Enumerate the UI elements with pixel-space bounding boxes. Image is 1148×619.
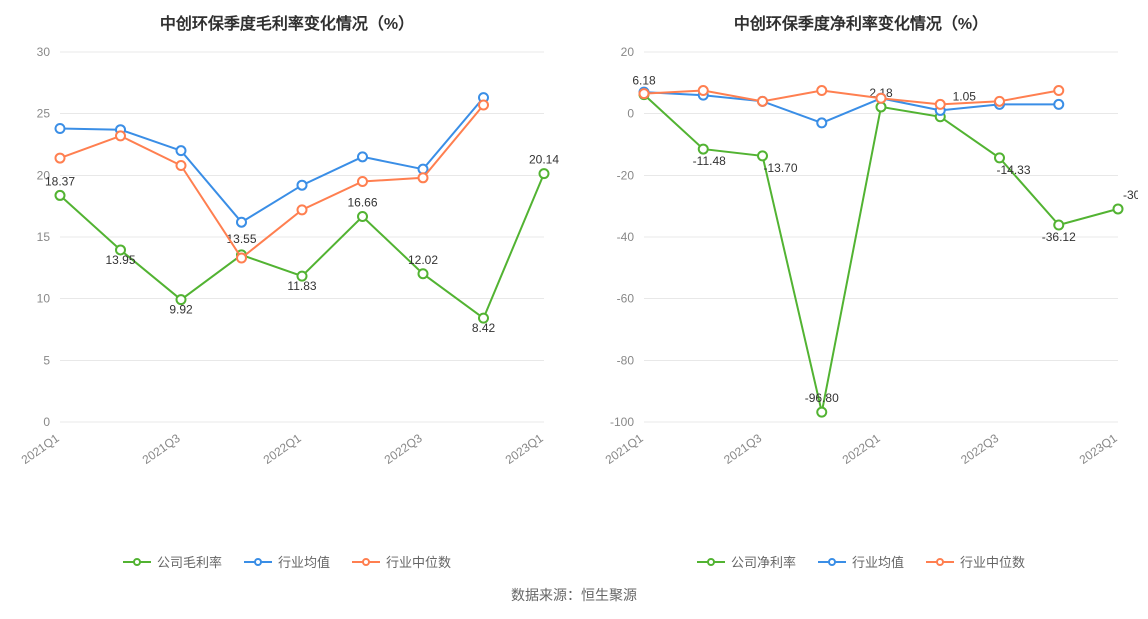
- svg-text:2021Q1: 2021Q1: [19, 431, 62, 467]
- chart-left-plot: 0510152025302021Q12021Q32022Q12022Q32023…: [10, 42, 564, 538]
- chart-right-svg: -100 -80 -60 -40 -20 0 20 2021Q1 2021Q3 2022Q1 202…: [584, 42, 1138, 482]
- legend-swatch: [697, 556, 725, 568]
- legend-label: 公司毛利率: [157, 552, 222, 571]
- svg-text:-80: -80: [617, 353, 635, 367]
- legend-label: 行业中位数: [960, 552, 1025, 571]
- chart-right: 中创环保季度净利率变化情况（%） -100 -80 -60 -40 -20 0 20 2021…: [574, 0, 1148, 579]
- chart-left-legend: 公司毛利率 行业均值 行业中位数: [10, 538, 564, 579]
- legend-item-median: 行业中位数: [926, 552, 1025, 571]
- svg-text:-13.70: -13.70: [763, 161, 797, 175]
- svg-text:2022Q3: 2022Q3: [382, 431, 425, 467]
- svg-text:16.66: 16.66: [347, 196, 377, 210]
- svg-text:15: 15: [37, 230, 51, 244]
- legend-swatch: [352, 556, 380, 568]
- svg-text:2021Q1: 2021Q1: [603, 431, 646, 467]
- svg-text:2022Q1: 2022Q1: [840, 431, 883, 467]
- svg-text:-11.48: -11.48: [693, 154, 726, 168]
- legend-item-company: 公司毛利率: [123, 552, 222, 571]
- svg-text:2021Q3: 2021Q3: [721, 431, 764, 467]
- svg-text:2021Q3: 2021Q3: [140, 431, 183, 467]
- svg-text:6.18: 6.18: [632, 74, 656, 88]
- legend-label: 行业均值: [278, 552, 330, 571]
- svg-text:-60: -60: [617, 292, 635, 306]
- svg-text:0: 0: [627, 107, 634, 121]
- chart-right-title: 中创环保季度净利率变化情况（%）: [584, 10, 1138, 34]
- svg-text:-36.12: -36.12: [1042, 230, 1076, 244]
- legend-item-median: 行业中位数: [352, 552, 451, 571]
- legend-swatch: [926, 556, 954, 568]
- legend-item-avg: 行业均值: [244, 552, 330, 571]
- chart-left-title: 中创环保季度毛利率变化情况（%）: [10, 10, 564, 34]
- svg-text:5: 5: [43, 353, 50, 367]
- svg-text:-30.90: -30.90: [1123, 188, 1138, 202]
- svg-text:13.95: 13.95: [105, 253, 135, 267]
- svg-text:2023Q1: 2023Q1: [503, 431, 546, 467]
- svg-text:2022Q1: 2022Q1: [261, 431, 304, 467]
- svg-text:10: 10: [37, 292, 51, 306]
- svg-text:20: 20: [621, 45, 635, 59]
- source-label: 数据来源：恒生聚源: [0, 579, 1148, 619]
- svg-text:2022Q3: 2022Q3: [958, 431, 1001, 467]
- svg-text:30: 30: [37, 45, 51, 59]
- svg-text:-14.33: -14.33: [996, 163, 1030, 177]
- charts-row: 中创环保季度毛利率变化情况（%） 0 5 10 15 20 25 30 2021Q1 2021Q…: [0, 0, 1148, 579]
- svg-text:20.14: 20.14: [529, 153, 559, 167]
- svg-text:18.37: 18.37: [45, 174, 75, 188]
- chart-right-plot: -100 -80 -60 -40 -20 0 20 2021Q1 2021Q3 2022Q1 202…: [584, 42, 1138, 538]
- legend-item-company: 公司净利率: [697, 552, 796, 571]
- svg-text:0: 0: [43, 415, 50, 429]
- svg-text:-20: -20: [617, 168, 635, 182]
- figure-container: 中创环保季度毛利率变化情况（%） 0 5 10 15 20 25 30 2021Q1 2021Q…: [0, 0, 1148, 619]
- svg-text:8.42: 8.42: [472, 321, 496, 335]
- chart-left: 中创环保季度毛利率变化情况（%） 0510152025302021Q12021Q…: [0, 0, 574, 579]
- svg-text:9.92: 9.92: [169, 303, 193, 317]
- legend-swatch: [818, 556, 846, 568]
- svg-text:1.05: 1.05: [953, 89, 977, 103]
- legend-item-avg: 行业均值: [818, 552, 904, 571]
- svg-text:-96.80: -96.80: [805, 391, 839, 405]
- svg-text:-40: -40: [617, 230, 635, 244]
- svg-text:11.83: 11.83: [287, 279, 316, 293]
- legend-label: 公司净利率: [731, 552, 796, 571]
- legend-label: 行业中位数: [386, 552, 451, 571]
- legend-label: 行业均值: [852, 552, 904, 571]
- svg-text:12.02: 12.02: [408, 253, 438, 267]
- svg-text:2023Q1: 2023Q1: [1077, 431, 1120, 467]
- svg-text:25: 25: [37, 107, 51, 121]
- legend-swatch: [244, 556, 272, 568]
- legend-swatch: [123, 556, 151, 568]
- chart-right-legend: 公司净利率 行业均值 行业中位数: [584, 538, 1138, 579]
- svg-text:-100: -100: [610, 415, 634, 429]
- chart-left-svg: 0510152025302021Q12021Q32022Q12022Q32023…: [10, 42, 564, 482]
